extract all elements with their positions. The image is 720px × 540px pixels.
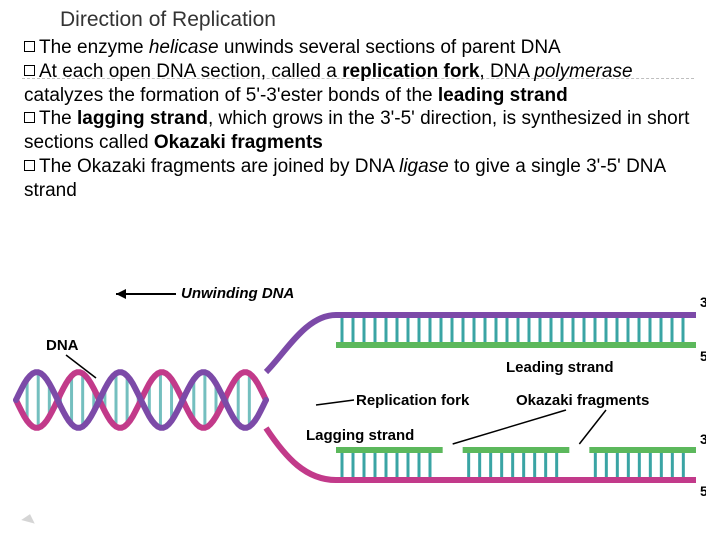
svg-text:Okazaki fragments: Okazaki fragments [516, 392, 649, 409]
bullet-box-icon [24, 160, 35, 171]
svg-text:5': 5' [700, 348, 706, 364]
svg-text:Leading strand: Leading strand [506, 359, 614, 376]
bullet-item: The enzyme helicase unwinds several sect… [24, 36, 696, 60]
svg-text:Lagging strand: Lagging strand [306, 427, 414, 444]
bullet-text: The lagging strand, which grows in the 3… [24, 108, 689, 153]
bullet-item: The Okazaki fragments are joined by DNA … [24, 155, 696, 203]
bullet-text: The enzyme helicase unwinds several sect… [39, 37, 561, 58]
svg-text:DNA: DNA [46, 337, 79, 354]
bullet-box-icon [24, 65, 35, 76]
bullet-list: The enzyme helicase unwinds several sect… [24, 36, 696, 202]
svg-text:3': 3' [700, 431, 706, 447]
svg-text:Replication fork: Replication fork [356, 392, 470, 409]
corner-marker-icon [21, 512, 37, 523]
svg-text:Unwinding DNA: Unwinding DNA [181, 285, 294, 302]
bullet-text: At each open DNA section, called a repli… [24, 61, 633, 106]
bullet-item: The lagging strand, which grows in the 3… [24, 107, 696, 155]
dna-replication-diagram: Unwinding DNA DNA 3' 5' 3' 5' Leading strand Re… [6, 280, 706, 510]
bullet-text: The Okazaki fragments are joined by DNA … [24, 156, 665, 201]
svg-text:3': 3' [700, 294, 706, 310]
page-title: Direction of Replication [60, 8, 276, 32]
bullet-box-icon [24, 41, 35, 52]
bullet-item: At each open DNA section, called a repli… [24, 60, 696, 108]
svg-text:5': 5' [700, 483, 706, 499]
bullet-box-icon [24, 112, 35, 123]
